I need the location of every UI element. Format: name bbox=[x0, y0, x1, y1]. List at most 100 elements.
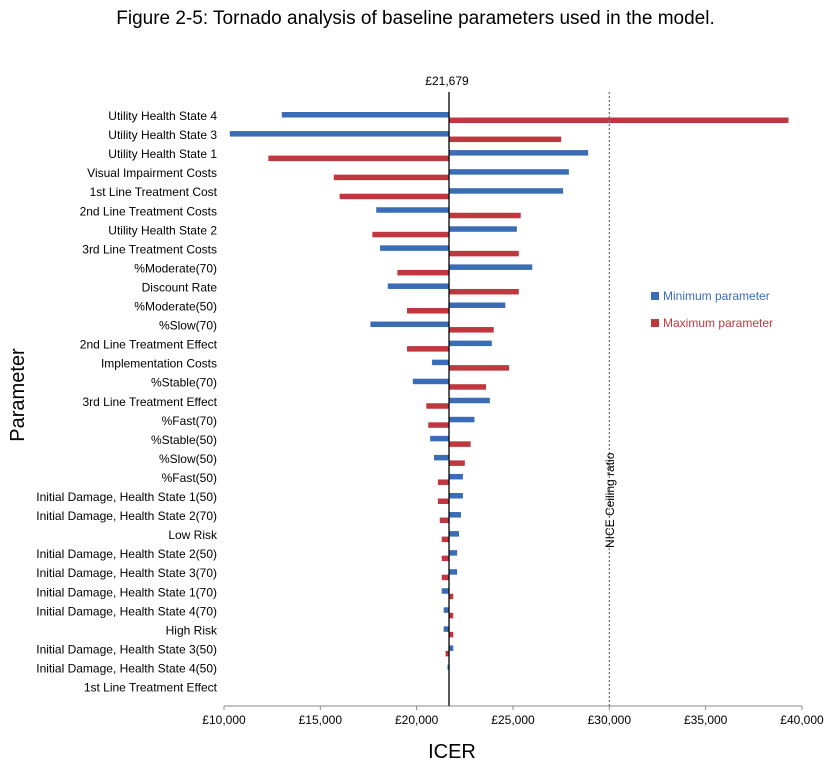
category-label: 2nd Line Treatment Costs bbox=[80, 204, 217, 218]
minimum-parameter-bar bbox=[281, 112, 450, 118]
x-tick-label: £25,000 bbox=[491, 713, 535, 727]
minimum-parameter-bar bbox=[449, 416, 475, 423]
chart-legend: Minimum parameter Maximum parameter bbox=[651, 289, 773, 330]
legend-label-minimum: Minimum parameter bbox=[663, 289, 770, 303]
category-label: %Moderate(50) bbox=[134, 300, 217, 314]
legend-swatch-maximum bbox=[651, 319, 659, 327]
minimum-parameter-bar bbox=[443, 607, 450, 613]
maximum-parameter-bar bbox=[426, 403, 450, 409]
maximum-parameter-bar bbox=[441, 536, 450, 543]
x-tick-label: £40,000 bbox=[780, 713, 824, 727]
category-label: Initial Damage, Health State 2(50) bbox=[36, 547, 217, 561]
minimum-parameter-bar bbox=[449, 512, 461, 518]
category-label: 3rd Line Treatment Costs bbox=[82, 242, 217, 256]
maximum-parameter-bar bbox=[449, 612, 454, 619]
minimum-parameter-bar bbox=[449, 169, 569, 175]
minimum-parameter-bar bbox=[449, 302, 506, 308]
maximum-parameter-bar bbox=[449, 327, 494, 333]
minimum-parameter-bar bbox=[447, 664, 450, 670]
category-label: 3rd Line Treatment Effect bbox=[82, 395, 217, 409]
category-label: %Slow(50) bbox=[159, 452, 217, 466]
minimum-parameter-bar bbox=[449, 645, 454, 651]
minimum-parameter-bar bbox=[449, 493, 463, 499]
minimum-parameter-bar bbox=[229, 131, 450, 137]
maximum-parameter-bar bbox=[449, 250, 519, 257]
minimum-parameter-bar bbox=[434, 454, 450, 461]
category-label: %Stable(50) bbox=[151, 433, 217, 447]
minimum-parameter-bar bbox=[412, 378, 450, 385]
x-tick-label: £20,000 bbox=[395, 713, 439, 727]
maximum-parameter-bar bbox=[268, 155, 450, 162]
minimum-parameter-bar bbox=[449, 226, 517, 232]
maximum-parameter-bar bbox=[449, 593, 454, 600]
minimum-parameter-bar bbox=[430, 435, 450, 442]
legend-label-maximum: Maximum parameter bbox=[663, 316, 773, 330]
maximum-parameter-bar bbox=[407, 308, 450, 314]
category-label: Utility Health State 4 bbox=[108, 109, 217, 123]
category-label: Initial Damage, Health State 2(70) bbox=[36, 509, 217, 523]
minimum-parameter-bar bbox=[441, 588, 450, 594]
category-label: Initial Damage, Health State 3(70) bbox=[36, 566, 217, 580]
category-label: Initial Damage, Health State 4(50) bbox=[36, 661, 217, 675]
category-label: 1st Line Treatment Effect bbox=[84, 681, 218, 695]
nice-ceiling-label: NICE Ceiling ratio bbox=[603, 452, 617, 548]
category-label: Utility Health State 3 bbox=[108, 128, 217, 142]
x-tick-label: £30,000 bbox=[588, 713, 632, 727]
category-label: %Fast(50) bbox=[162, 471, 217, 485]
category-label: Utility Health State 1 bbox=[108, 147, 217, 161]
category-label: %Fast(70) bbox=[162, 414, 217, 428]
minimum-parameter-bar bbox=[370, 321, 450, 328]
category-label: Visual Impairment Costs bbox=[87, 166, 217, 180]
maximum-parameter-bar bbox=[449, 460, 465, 466]
category-label: Implementation Costs bbox=[101, 357, 217, 371]
maximum-parameter-bar bbox=[449, 212, 521, 219]
maximum-parameter-bar bbox=[333, 174, 450, 181]
minimum-parameter-bar bbox=[449, 550, 458, 556]
minimum-parameter-bar bbox=[449, 340, 492, 347]
minimum-parameter-bar bbox=[449, 397, 490, 404]
maximum-parameter-bar bbox=[449, 136, 562, 143]
x-axis-title: ICER bbox=[428, 741, 476, 763]
minimum-parameter-bar bbox=[449, 531, 460, 537]
category-label: Initial Damage, Health State 4(70) bbox=[36, 604, 217, 618]
maximum-parameter-bar bbox=[397, 269, 450, 276]
minimum-parameter-bar bbox=[387, 283, 450, 289]
minimum-parameter-bar bbox=[449, 188, 564, 194]
category-label: %Moderate(70) bbox=[134, 261, 217, 275]
category-label: Initial Damage, Health State 1(50) bbox=[36, 490, 217, 504]
maximum-parameter-bar bbox=[449, 365, 510, 371]
maximum-parameter-bar bbox=[339, 193, 450, 200]
minimum-parameter-bar bbox=[376, 207, 450, 213]
maximum-parameter-bar bbox=[445, 650, 450, 657]
category-label: Utility Health State 2 bbox=[108, 223, 217, 237]
maximum-parameter-bar bbox=[449, 117, 789, 123]
figure-title: Figure 2-5: Tornado analysis of baseline… bbox=[116, 8, 715, 29]
minimum-parameter-bar bbox=[443, 626, 450, 632]
y-axis-title: Parameter bbox=[7, 348, 29, 442]
category-label: Low Risk bbox=[168, 528, 218, 542]
minimum-parameter-bar bbox=[432, 359, 450, 366]
minimum-parameter-bar bbox=[449, 473, 463, 480]
maximum-parameter-bar bbox=[439, 517, 450, 524]
baseline-value-label: £21,679 bbox=[425, 74, 469, 88]
category-label: Initial Damage, Health State 3(50) bbox=[36, 642, 217, 656]
category-label: High Risk bbox=[166, 623, 218, 637]
maximum-parameter-bar bbox=[449, 441, 471, 447]
minimum-parameter-bar bbox=[380, 245, 450, 251]
maximum-parameter-bar bbox=[449, 384, 487, 390]
maximum-parameter-bar bbox=[449, 631, 454, 638]
maximum-parameter-bar bbox=[437, 498, 450, 504]
legend-swatch-minimum bbox=[651, 292, 659, 300]
minimum-parameter-bar bbox=[449, 150, 589, 156]
category-label: 1st Line Treatment Cost bbox=[90, 185, 218, 199]
maximum-parameter-bar bbox=[441, 555, 450, 562]
x-tick-label: £15,000 bbox=[299, 713, 343, 727]
category-label: %Slow(70) bbox=[159, 319, 217, 333]
category-label: %Stable(70) bbox=[151, 376, 217, 390]
maximum-parameter-bar bbox=[437, 479, 450, 485]
maximum-parameter-bar bbox=[407, 346, 450, 352]
maximum-parameter-bar bbox=[441, 574, 450, 581]
maximum-parameter-bar bbox=[449, 288, 519, 295]
category-label: Initial Damage, Health State 1(70) bbox=[36, 585, 217, 599]
category-label: 2nd Line Treatment Effect bbox=[80, 338, 218, 352]
